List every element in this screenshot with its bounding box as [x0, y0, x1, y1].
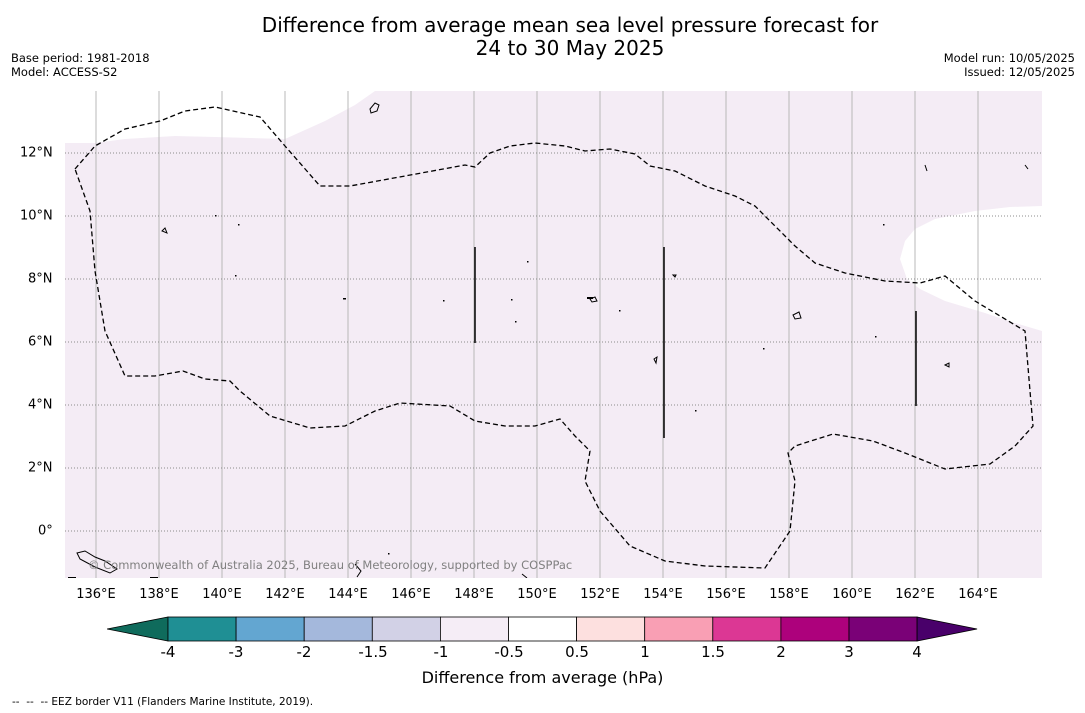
lon-label: 158°E — [769, 587, 809, 602]
lon-label: 138°E — [139, 587, 179, 602]
title-line-2: 24 to 30 May 2025 — [475, 36, 665, 60]
colorbar-segment — [303, 616, 373, 642]
colorbar-segment — [576, 616, 646, 642]
colorbar-tick: -2 — [296, 643, 312, 661]
lon-gridlines — [95, 91, 979, 578]
meta-left: Base period: 1981-2018 Model: ACCESS-S2 — [11, 51, 150, 79]
title-line-1: Difference from average mean sea level p… — [261, 13, 879, 37]
colorbar-tick: -3 — [228, 643, 244, 661]
colorbar-segment — [712, 616, 782, 642]
model-name: Model: ACCESS-S2 — [11, 65, 118, 79]
lon-label: 148°E — [454, 587, 494, 602]
lon-label: 156°E — [706, 587, 746, 602]
lat-label: 12°N — [20, 145, 53, 161]
boundary-markers — [474, 247, 917, 438]
lon-label: 152°E — [580, 587, 620, 602]
lat-label: 4°N — [28, 397, 53, 413]
lon-label: 162°E — [895, 587, 935, 602]
lon-label: 160°E — [832, 587, 872, 602]
colorbar-tick: 0.5 — [565, 643, 589, 661]
colorbar-under-arrow — [107, 616, 169, 642]
model-run: Model run: 10/05/2025 — [943, 51, 1075, 65]
colorbar-tick: -0.5 — [494, 643, 524, 661]
colorbar-over-arrow — [916, 616, 978, 642]
colorbar-segment — [780, 616, 850, 642]
island-dots — [68, 215, 885, 578]
eez-footnote: -- -- -- EEZ border V11 (Flanders Marine… — [12, 696, 314, 708]
copyright-notice: © Commonwealth of Australia 2025, Bureau… — [88, 558, 573, 572]
lon-label: 140°E — [202, 587, 242, 602]
colorbar-tick: 1.5 — [701, 643, 725, 661]
lon-label: 144°E — [328, 587, 368, 602]
lon-label: 164°E — [958, 587, 998, 602]
colorbar-title: Difference from average (hPa) — [421, 668, 664, 687]
base-period: Base period: 1981-2018 — [11, 51, 150, 65]
colorbar-segment — [848, 616, 918, 642]
anomaly-field — [65, 91, 1042, 578]
colorbar-segment — [439, 616, 509, 642]
lat-label: 6°N — [28, 334, 53, 350]
colorbar-tick: 3 — [844, 643, 854, 661]
colorbar-tick: 2 — [776, 643, 786, 661]
meta-right: Model run: 10/05/2025 Issued: 12/05/2025 — [944, 51, 1075, 79]
lon-label: 136°E — [76, 587, 116, 602]
colorbar-tick: 1 — [640, 643, 650, 661]
lon-label: 150°E — [517, 587, 557, 602]
eez-border — [74, 106, 1034, 569]
lon-label: 146°E — [391, 587, 431, 602]
issued-date: Issued: 12/05/2025 — [964, 65, 1075, 79]
lat-label: 2°N — [28, 460, 53, 476]
islands — [76, 102, 1029, 578]
colorbar-segment — [235, 616, 305, 642]
colorbar-segment — [371, 616, 441, 642]
lon-label: 142°E — [265, 587, 305, 602]
lat-label: 8°N — [28, 271, 53, 287]
colorbar-tick: -1.5 — [358, 643, 388, 661]
colorbar — [107, 616, 978, 642]
colorbar-segment — [508, 616, 577, 642]
colorbar-tick: -1 — [433, 643, 449, 661]
chart-title: Difference from average mean sea level p… — [0, 14, 1085, 60]
map-panel — [65, 91, 1042, 578]
lat-label: 0° — [38, 523, 53, 539]
colorbar-tick: 4 — [912, 643, 922, 661]
colorbar-tick: -4 — [160, 643, 176, 661]
colorbar-segment — [167, 616, 237, 642]
colorbar-segment — [644, 616, 714, 642]
lat-gridlines — [65, 152, 1042, 532]
lat-label: 10°N — [20, 208, 53, 224]
lon-label: 154°E — [643, 587, 683, 602]
